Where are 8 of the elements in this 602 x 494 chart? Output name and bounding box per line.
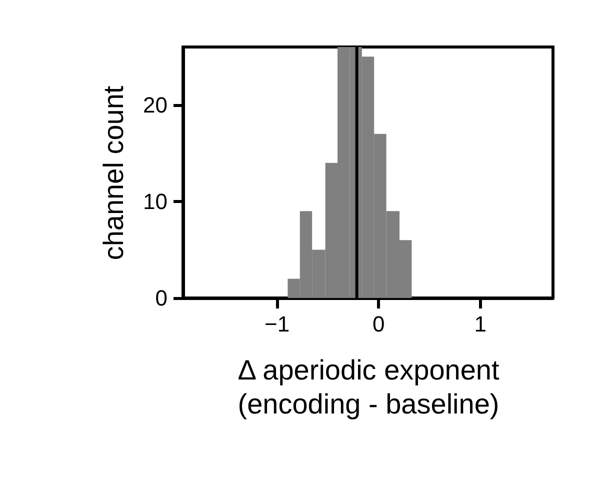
- x-tick-label: −1: [264, 312, 290, 336]
- x-tick-label: 0: [372, 312, 385, 336]
- y-tick-label: 20: [143, 92, 168, 118]
- y-tick-label: 10: [143, 188, 168, 214]
- y-tick-label: 0: [155, 286, 168, 310]
- y-axis-title: channel count: [98, 86, 130, 260]
- x-tick-label: 1: [474, 312, 486, 336]
- x-axis-title: Δ aperiodic exponent (encoding - baseline): [238, 354, 500, 420]
